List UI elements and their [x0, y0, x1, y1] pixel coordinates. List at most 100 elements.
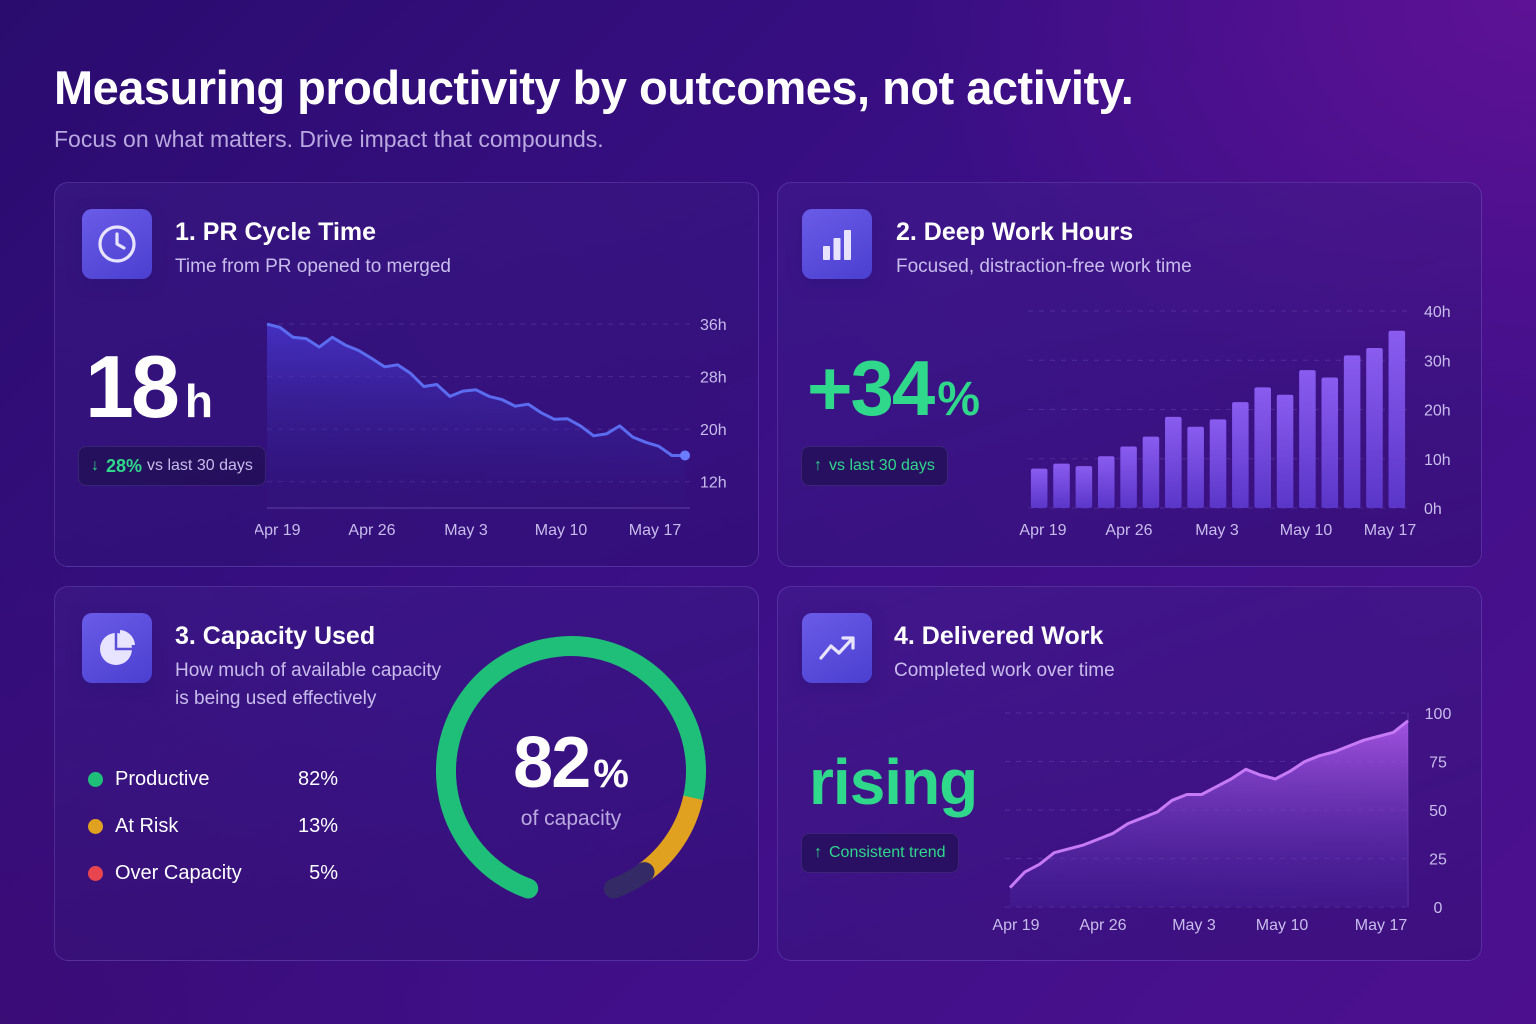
x-tick-label: Apr 19 [992, 917, 1039, 934]
legend-item: Productive 82% [88, 765, 348, 793]
bar [1187, 426, 1204, 508]
deep-work-bar-chart: 40h 30h 20h 10h 0h Apr 19 Apr 26 May 3 May 10 Ma… [1019, 304, 1451, 539]
x-tick-label: Apr 26 [1105, 522, 1152, 539]
bar [1343, 355, 1361, 508]
delivered-work-card: 4. Delivered Work Completed work over ti… [777, 586, 1482, 961]
page-subheadline: Focus on what matters. Drive impact that… [54, 126, 604, 152]
series-line [1008, 719, 1409, 889]
legend-value: 13% [297, 814, 338, 837]
bar [1366, 347, 1383, 508]
capacity-gauge [436, 636, 706, 899]
metric-unit: h [184, 375, 213, 427]
legend-dot [88, 771, 103, 787]
card-title: 1. PR Cycle Time [175, 218, 377, 246]
bar [1232, 402, 1249, 508]
metric-number: +34 [807, 344, 935, 432]
capacity-used-card: 3. Capacity Used How much of available c… [54, 586, 759, 961]
x-tick-label: May 10 [1280, 522, 1333, 539]
bar [1321, 377, 1339, 508]
bar [1276, 394, 1294, 508]
arrow-up-icon: ↑ [814, 844, 822, 861]
y-tick-label: 30h [1424, 353, 1451, 370]
area-fill [1010, 720, 1408, 907]
x-tick-label: May 10 [1256, 917, 1309, 934]
y-tick-label: 100 [1425, 706, 1452, 723]
x-tick-label: Apr 19 [1019, 522, 1066, 539]
x-tick-label: Apr 19 [255, 522, 301, 539]
gauge-caption: of capacity [520, 807, 622, 830]
change-badge: ↓ 28% vs last 30 days [78, 446, 266, 486]
bar [1030, 468, 1048, 508]
y-tick-label: 12h [700, 475, 727, 492]
subtitle-line-2: is being used effectively [175, 688, 377, 709]
legend-value: 5% [309, 861, 338, 884]
gauge-number: 82 [513, 723, 591, 803]
bar [1120, 446, 1137, 508]
bar [1142, 436, 1160, 508]
clock-icon [82, 209, 152, 279]
page-headline: Measuring productivity by outcomes, not … [54, 61, 1134, 114]
bar [1254, 387, 1271, 508]
bar [1075, 466, 1093, 508]
x-tick-label: May 17 [1364, 522, 1417, 539]
y-tick-label: 20h [1424, 403, 1451, 420]
x-tick-label: Apr 26 [348, 522, 395, 539]
trend-value: rising [809, 746, 978, 818]
x-tick-label: May 3 [444, 522, 488, 539]
pr-cycle-time-card: 1. PR Cycle Time Time from PR opened to … [54, 182, 759, 567]
pie-chart-icon [82, 613, 152, 683]
legend-dot [88, 865, 103, 881]
y-tick-label: 0 [1434, 900, 1443, 917]
arrow-up-icon: ↑ [814, 457, 822, 474]
metric-unit: % [937, 373, 980, 426]
trend-label: Consistent trend [829, 844, 946, 861]
y-tick-label: 28h [700, 370, 727, 387]
change-label: vs last 30 days [147, 457, 253, 474]
bar [1053, 463, 1070, 508]
bar-chart-icon [802, 209, 872, 279]
y-tick-label: 10h [1424, 452, 1451, 469]
card-subtitle: How much of available capacity is being … [175, 657, 441, 713]
legend-dot [88, 818, 103, 834]
y-tick-label: 40h [1424, 304, 1451, 321]
legend-item: Over Capacity 5% [88, 859, 348, 887]
legend-label: Productive [115, 767, 210, 790]
card-title: 4. Delivered Work [894, 622, 1104, 650]
bar [1209, 419, 1227, 508]
legend-label: At Risk [115, 814, 179, 837]
gauge-segment [436, 636, 706, 899]
y-tick-label: 36h [700, 317, 727, 334]
x-tick-label: May 3 [1195, 522, 1239, 539]
metric-value: +34% [807, 349, 980, 427]
deep-work-hours-card: 2. Deep Work Hours Focused, distraction-… [777, 182, 1482, 567]
card-title: 2. Deep Work Hours [896, 218, 1134, 246]
change-label: vs last 30 days [829, 457, 935, 474]
data-point [680, 450, 690, 461]
trend-up-icon [802, 613, 872, 683]
bar [1299, 370, 1316, 508]
area-fill [267, 324, 685, 508]
metric-value: 18 h [85, 343, 213, 431]
x-tick-label: May 17 [1355, 917, 1408, 934]
x-tick-label: May 3 [1172, 917, 1216, 934]
card-subtitle: Completed work over time [894, 660, 1115, 681]
gauge-unit: % [593, 752, 629, 796]
delivered-work-area-chart: 100 75 50 25 0 Apr 19 Apr 26 May 3 May 10 May 17 [992, 706, 1452, 934]
x-tick-label: May 17 [629, 522, 682, 539]
y-tick-label: 0h [1424, 501, 1442, 518]
change-badge: ↑ vs last 30 days [801, 446, 948, 486]
legend-label: Over Capacity [115, 861, 242, 884]
bar [1388, 330, 1406, 508]
bar [1097, 456, 1115, 508]
x-tick-label: Apr 26 [1079, 917, 1126, 934]
y-tick-label: 50 [1429, 803, 1447, 820]
legend-item: At Risk 13% [88, 812, 348, 840]
y-tick-label: 25 [1429, 852, 1447, 869]
arrow-down-icon: ↓ [91, 457, 99, 474]
y-tick-label: 75 [1429, 755, 1447, 772]
metric-number: 18 [85, 337, 180, 436]
card-subtitle: Time from PR opened to merged [175, 256, 451, 277]
gauge-segment [603, 862, 655, 899]
subtitle-line-1: How much of available capacity [175, 660, 442, 681]
card-subtitle: Focused, distraction-free work time [896, 256, 1192, 277]
